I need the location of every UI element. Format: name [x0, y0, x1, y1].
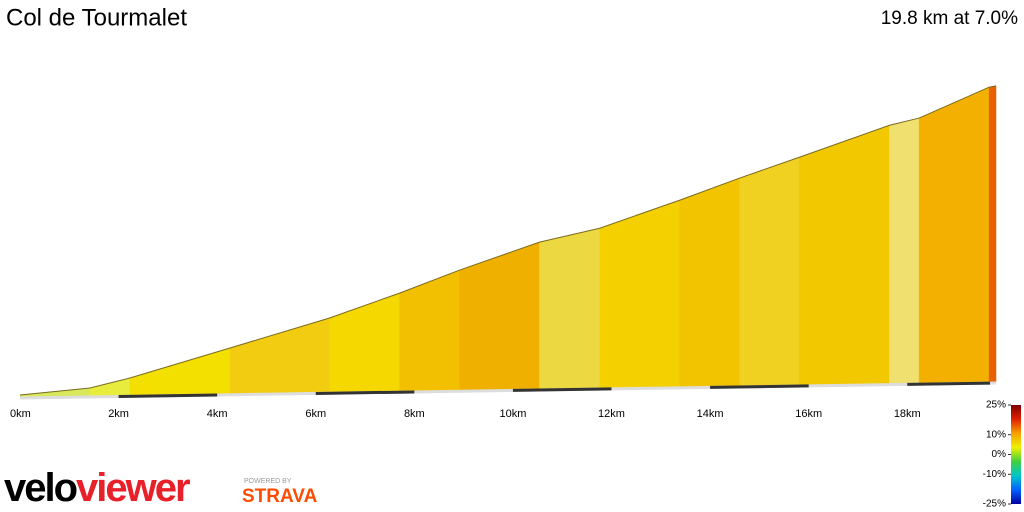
gradient-segment	[459, 241, 540, 391]
x-tick-label: 2km	[108, 408, 129, 420]
gradient-segment	[229, 317, 330, 395]
colorbar-label: 10%	[986, 429, 1006, 440]
x-tick-label: 12km	[598, 408, 625, 420]
x-tick-label: 0km	[10, 408, 31, 420]
x-tick-label: 4km	[207, 408, 228, 420]
gradient-segment	[918, 86, 990, 384]
km-band	[710, 384, 809, 389]
colorbar-label: -25%	[983, 499, 1006, 510]
gradient-segment	[539, 227, 600, 390]
gradient-segment	[329, 292, 400, 393]
gradient-segment	[679, 177, 740, 388]
gradient-segment	[889, 117, 920, 384]
x-tick-label: 8km	[404, 408, 425, 420]
colorbar-label: -10%	[983, 469, 1006, 480]
km-band	[907, 381, 991, 386]
x-tick-label: 6km	[305, 408, 326, 420]
km-band	[315, 390, 415, 395]
gradient-segment	[988, 85, 997, 383]
colorbar-label: 25%	[986, 400, 1006, 411]
gradient-segment	[599, 199, 680, 389]
logo-velo: velo	[4, 466, 77, 510]
km-band	[118, 393, 218, 398]
gradient-segment	[399, 269, 460, 392]
gradient-segment	[739, 156, 800, 387]
x-tick-label: 14km	[697, 408, 724, 420]
colorbar	[1011, 405, 1021, 504]
chart-title: Col de Tourmalet	[6, 4, 187, 31]
x-tick-label: 18km	[894, 408, 921, 420]
profile-line	[19, 85, 997, 396]
chart-subtitle: 19.8 km at 7.0%	[881, 8, 1018, 29]
x-tick-label: 10km	[499, 408, 526, 420]
powered-by: POWERED BY	[244, 478, 292, 485]
colorbar-label: 0%	[992, 449, 1007, 460]
strava-logo: STRAVA	[242, 486, 318, 507]
km-band	[512, 387, 612, 392]
x-tick-label: 16km	[795, 408, 822, 420]
gradient-segment	[129, 347, 231, 396]
logo: veloviewer	[4, 466, 190, 510]
logo-viewer: viewer	[76, 466, 190, 510]
gradient-segment	[799, 124, 890, 386]
